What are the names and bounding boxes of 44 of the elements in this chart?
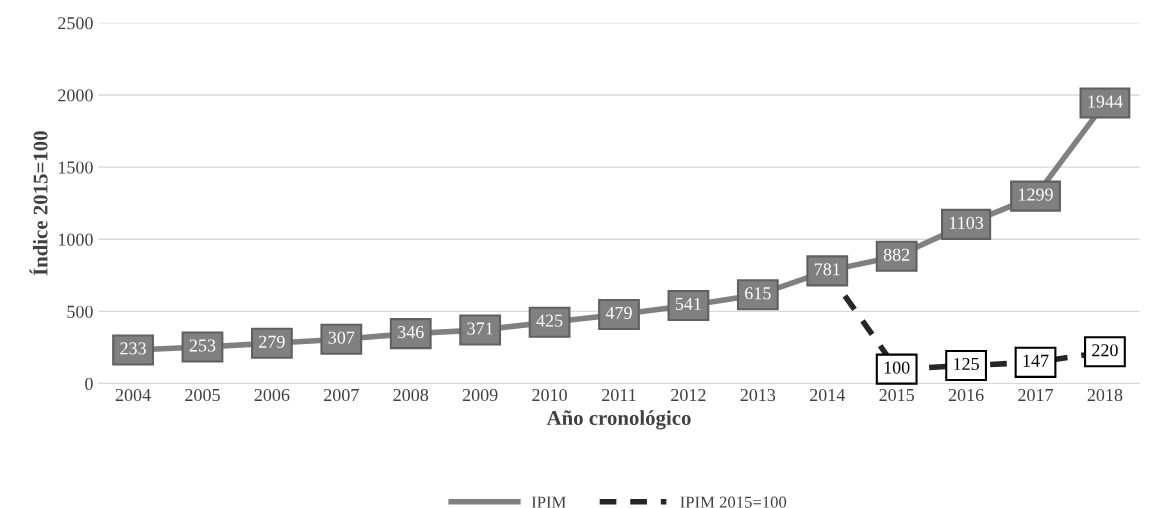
- data-label: 279: [259, 335, 285, 348]
- y-axis-title: Índice 2015=100: [29, 131, 48, 276]
- x-tick-label: 2011: [602, 388, 636, 402]
- y-tick-label: 2000: [58, 89, 93, 102]
- data-label: 425: [536, 314, 563, 327]
- data-label: 125: [954, 357, 979, 371]
- x-tick-label: 2009: [462, 388, 498, 402]
- x-tick-label: 2007: [324, 388, 359, 402]
- data-label: 233: [120, 342, 146, 355]
- data-label: 882: [883, 248, 910, 261]
- x-tick-label: 2010: [532, 388, 567, 402]
- y-tick-label: 2500: [58, 17, 93, 30]
- x-tick-label: 2013: [740, 388, 776, 402]
- legend-label: IPIM 2015=100: [680, 496, 787, 508]
- x-tick-label: 2004: [115, 388, 151, 402]
- y-tick-label: 0: [85, 377, 93, 390]
- x-tick-label: 2017: [1018, 388, 1054, 402]
- data-label: 615: [745, 287, 771, 300]
- x-tick-label: 2008: [393, 388, 429, 402]
- x-tick-label: 2006: [254, 388, 290, 402]
- data-label: 307: [328, 331, 355, 344]
- data-label: 371: [467, 322, 493, 335]
- legend-label: IPIM: [531, 496, 566, 508]
- x-tick-label: 2005: [185, 388, 220, 402]
- data-label: 1103: [949, 216, 984, 229]
- data-label: 781: [814, 263, 840, 276]
- data-label: 479: [605, 306, 632, 319]
- data-label: 100: [884, 361, 910, 374]
- x-tick-label: 2015: [879, 388, 915, 402]
- y-tick-label: 1000: [58, 233, 93, 246]
- x-tick-label: 2012: [671, 388, 706, 402]
- data-label: 1944: [1088, 95, 1123, 108]
- data-label: 253: [189, 339, 216, 352]
- y-tick-label: 500: [67, 305, 93, 318]
- data-label: 220: [1092, 344, 1118, 357]
- data-label: 541: [675, 297, 701, 311]
- data-label: 147: [1023, 354, 1049, 367]
- data-label: 346: [398, 326, 424, 339]
- y-tick-label: 1500: [58, 161, 93, 174]
- x-axis-title: Año cronológico: [546, 410, 691, 430]
- x-tick-label: 2016: [948, 388, 984, 402]
- x-tick-label: 2018: [1087, 388, 1123, 402]
- data-label: 1299: [1019, 188, 1053, 201]
- x-tick-label: 2014: [809, 388, 846, 402]
